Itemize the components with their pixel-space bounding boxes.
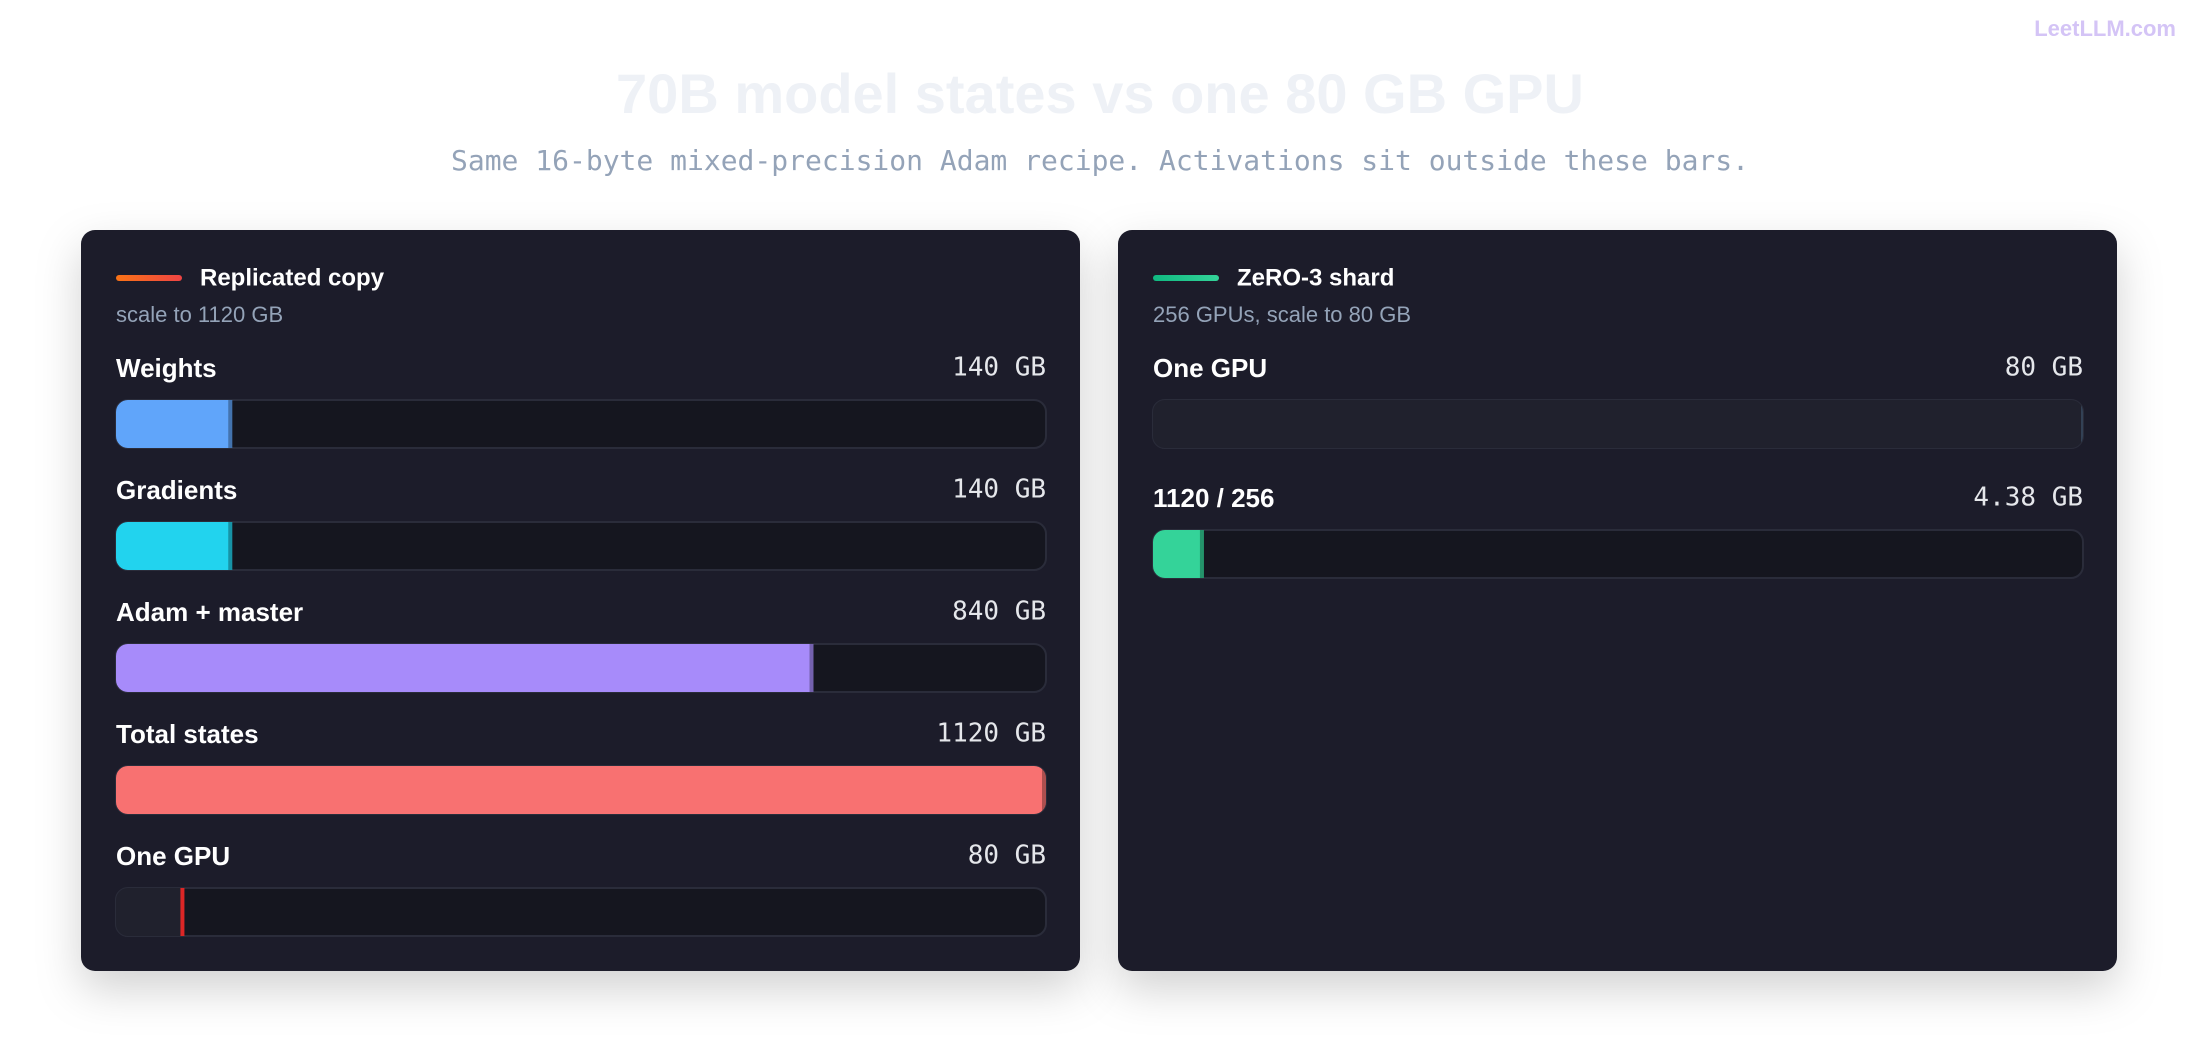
bar-label: Weights: [116, 353, 217, 383]
limit-zone: [1153, 400, 2083, 448]
bar: [116, 644, 814, 692]
bar-label: Total states: [116, 719, 259, 749]
bar: [116, 766, 1046, 814]
limit-zone: [116, 888, 183, 936]
bar-edge: [1042, 766, 1046, 814]
bar-label: One GPU: [1153, 353, 1267, 383]
bar: [116, 400, 233, 448]
bar-label: One GPU: [116, 841, 230, 871]
value-label: 140 GB: [952, 475, 1046, 505]
panel-subtitle: scale to 1120 GB: [116, 302, 283, 327]
value-label: 140 GB: [952, 353, 1046, 383]
value-label: 1120 GB: [936, 719, 1046, 749]
value-label: 80 GB: [968, 841, 1046, 871]
bar-track: [1152, 529, 2084, 579]
limit-marker: [2081, 400, 2083, 448]
bar-edge: [228, 400, 233, 448]
panel: Replicated copy scale to 1120 GB Weights 14…: [81, 230, 1080, 971]
panel-subtitle: 256 GPUs, scale to 80 GB: [1153, 302, 1411, 327]
bar-edge: [228, 522, 233, 570]
bar-edge: [809, 644, 814, 692]
bar: [116, 522, 233, 570]
bar-label: Gradients: [116, 475, 237, 505]
panel-title: ZeRO-3 shard: [1237, 264, 1394, 291]
bar: [1153, 530, 1204, 578]
panel-card: [1118, 230, 2117, 971]
limit-marker: [180, 888, 185, 936]
value-label: 840 GB: [952, 597, 1046, 627]
brand: LeetLLM.com: [2034, 16, 2176, 41]
bar-label: Adam + master: [116, 597, 303, 627]
bar-track: [115, 399, 1047, 449]
bar-track: [115, 521, 1047, 571]
value-label: 80 GB: [2005, 353, 2083, 383]
legend-swatch: [116, 275, 182, 281]
page-title: 70B model states vs one 80 GB GPU: [616, 62, 1584, 125]
value-label: 4.38 GB: [1973, 483, 2083, 513]
page-subtitle: Same 16-byte mixed-precision Adam recipe…: [451, 144, 1749, 177]
bar-label: 1120 / 256: [1153, 483, 1274, 513]
panel: ZeRO-3 shard 256 GPUs, scale to 80 GB One …: [1118, 230, 2117, 971]
bar-edge: [1199, 530, 1204, 578]
legend-swatch: [1153, 275, 1219, 281]
panel-title: Replicated copy: [200, 264, 385, 291]
bar-track: [115, 887, 1047, 937]
